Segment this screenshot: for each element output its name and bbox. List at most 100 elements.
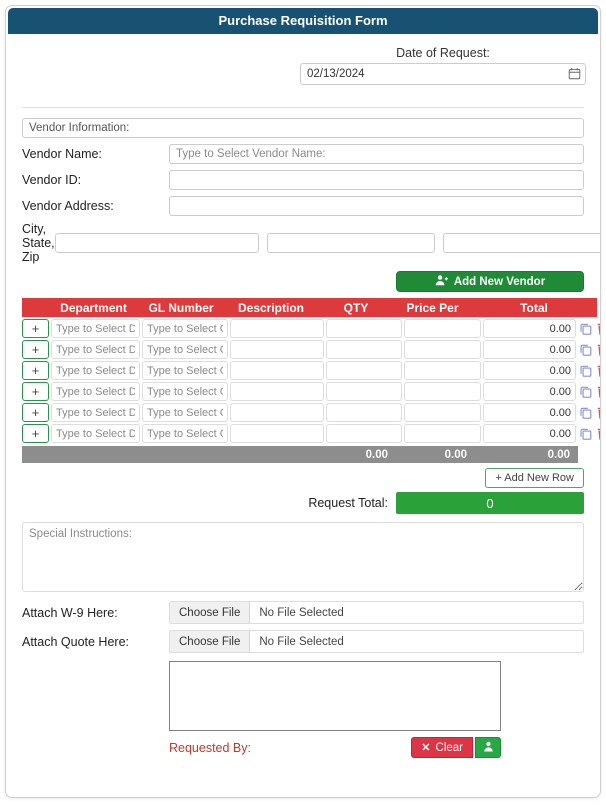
vendor-address-label: Vendor Address: <box>22 199 114 213</box>
table-header-gl-number: GL Number <box>148 300 214 315</box>
page-title: Purchase Requisition Form <box>8 8 598 34</box>
qty-input[interactable] <box>326 403 402 422</box>
copy-row-icon[interactable] <box>578 406 593 420</box>
description-input[interactable] <box>230 361 324 380</box>
gl-number-input[interactable] <box>142 424 228 443</box>
table-header-row: Department GL Number Description QTY Pri… <box>22 298 597 317</box>
date-of-request-input[interactable] <box>300 63 586 85</box>
copy-row-icon[interactable] <box>578 343 593 357</box>
qty-input[interactable] <box>326 382 402 401</box>
city-state-zip-label: City, State, Zip <box>22 222 55 264</box>
file-status: No File Selected <box>259 635 344 648</box>
row-total-input[interactable] <box>483 319 576 338</box>
department-input[interactable] <box>51 382 140 401</box>
gl-number-input[interactable] <box>142 403 228 422</box>
gl-number-input[interactable] <box>142 382 228 401</box>
description-input[interactable] <box>230 382 324 401</box>
department-input[interactable] <box>51 361 140 380</box>
file-status: No File Selected <box>259 606 344 619</box>
row-total-input[interactable] <box>483 382 576 401</box>
request-total-label: Request Total: <box>308 496 388 510</box>
department-input[interactable] <box>51 340 140 359</box>
x-icon: ✕ <box>421 742 431 754</box>
delete-row-icon[interactable] <box>595 343 600 357</box>
copy-row-icon[interactable] <box>578 385 593 399</box>
qty-input[interactable] <box>326 319 402 338</box>
vendor-name-label: Vendor Name: <box>22 147 102 161</box>
copy-row-icon[interactable] <box>578 427 593 441</box>
summary-price-per: 0.00 <box>444 448 467 461</box>
row-total-input[interactable] <box>483 424 576 443</box>
delete-row-icon[interactable] <box>595 406 600 420</box>
table-header-qty: QTY <box>343 300 369 315</box>
department-input[interactable] <box>51 403 140 422</box>
expand-row-button[interactable]: + <box>22 340 49 359</box>
vendor-id-input[interactable] <box>169 170 584 190</box>
add-new-vendor-button[interactable]: Add New Vendor <box>396 271 584 292</box>
description-input[interactable] <box>230 424 324 443</box>
delete-row-icon[interactable] <box>595 385 600 399</box>
delete-row-icon[interactable] <box>595 322 600 336</box>
expand-row-button[interactable]: + <box>22 382 49 401</box>
qty-input[interactable] <box>326 424 402 443</box>
price-per-input[interactable] <box>404 403 481 422</box>
price-per-input[interactable] <box>404 319 481 338</box>
calendar-icon[interactable] <box>568 67 581 80</box>
qty-input[interactable] <box>326 340 402 359</box>
attach-quote-label: Attach Quote Here: <box>22 634 130 649</box>
requested-by-label: Requested By: <box>169 740 251 755</box>
description-input[interactable] <box>230 403 324 422</box>
gl-number-input[interactable] <box>142 340 228 359</box>
qty-input[interactable] <box>326 361 402 380</box>
delete-row-icon[interactable] <box>595 364 600 378</box>
attach-w9-file-input[interactable]: Choose File No File Selected <box>169 601 584 624</box>
row-total-input[interactable] <box>483 403 576 422</box>
request-total-value: 0 <box>396 492 584 514</box>
gl-number-input[interactable] <box>142 361 228 380</box>
sign-button[interactable] <box>475 737 501 758</box>
summary-qty: 0.00 <box>365 448 388 461</box>
user-icon <box>483 740 494 755</box>
department-input[interactable] <box>51 424 140 443</box>
table-row: + <box>22 382 600 401</box>
row-total-input[interactable] <box>483 340 576 359</box>
table-row: + <box>22 361 600 380</box>
expand-row-button[interactable]: + <box>22 424 49 443</box>
table-summary-row: 0.00 0.00 0.00 <box>22 446 578 463</box>
price-per-input[interactable] <box>404 361 481 380</box>
department-input[interactable] <box>51 319 140 338</box>
table-row: + <box>22 340 600 359</box>
clear-signature-button[interactable]: ✕ Clear <box>411 737 473 758</box>
price-per-input[interactable] <box>404 382 481 401</box>
copy-row-icon[interactable] <box>578 322 593 336</box>
expand-row-button[interactable]: + <box>22 403 49 422</box>
table-header-price-per: Price Per <box>406 300 459 315</box>
section-divider <box>22 107 584 108</box>
city-input[interactable] <box>54 233 259 253</box>
row-total-input[interactable] <box>483 361 576 380</box>
add-new-row-button[interactable]: + Add New Row <box>485 468 584 488</box>
vendor-name-input[interactable] <box>169 144 584 164</box>
description-input[interactable] <box>230 340 324 359</box>
table-row: + <box>22 403 600 422</box>
price-per-input[interactable] <box>404 340 481 359</box>
vendor-address-input[interactable] <box>169 196 584 216</box>
state-input[interactable] <box>266 233 435 253</box>
vendor-information-label <box>22 118 584 138</box>
table-header-description: Description <box>237 300 304 315</box>
zip-input[interactable] <box>442 233 600 253</box>
price-per-input[interactable] <box>404 424 481 443</box>
copy-row-icon[interactable] <box>578 364 593 378</box>
line-items-table: Department GL Number Description QTY Pri… <box>22 298 600 463</box>
attach-quote-file-input[interactable]: Choose File No File Selected <box>169 630 584 653</box>
table-row: + <box>22 424 600 443</box>
expand-row-button[interactable]: + <box>22 361 49 380</box>
description-input[interactable] <box>230 319 324 338</box>
special-instructions-textarea[interactable] <box>22 522 584 592</box>
delete-row-icon[interactable] <box>595 427 600 441</box>
gl-number-input[interactable] <box>142 319 228 338</box>
choose-file-button[interactable]: Choose File <box>170 602 251 623</box>
choose-file-button[interactable]: Choose File <box>170 631 251 652</box>
signature-pad[interactable] <box>169 661 501 731</box>
expand-row-button[interactable]: + <box>22 319 49 338</box>
